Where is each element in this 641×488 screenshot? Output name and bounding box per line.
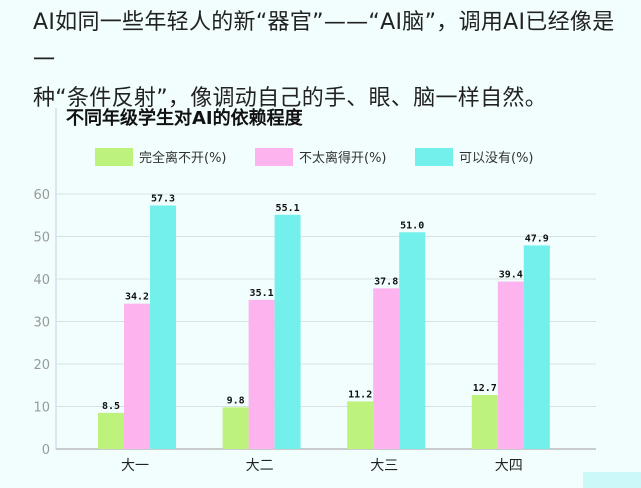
data-label: 35.1 (250, 288, 274, 299)
legend: 完全离不开(%) 不太离得开(%) 可以没有(%) (95, 148, 534, 166)
data-label: 57.3 (151, 193, 175, 204)
bar (98, 412, 124, 449)
bar (124, 303, 150, 449)
x-tick-label: 大四 (495, 458, 523, 474)
y-tick-label: 20 (33, 358, 50, 373)
y-tick-label: 60 (33, 188, 50, 203)
data-label: 11.2 (348, 389, 372, 400)
data-label: 9.8 (227, 395, 245, 406)
bar (523, 245, 550, 449)
y-tick-label: 50 (33, 231, 50, 246)
paragraph-line: 种“条件反射”，像调动自己的手、眼、脑一样自然。 (33, 86, 547, 111)
paragraph-line: AI如同一些年轻人的新“器官”——“AI脑”，调用AI已经像是一 (33, 10, 615, 73)
legend-label: 不太离得开(%) (299, 150, 387, 166)
bar (497, 281, 524, 449)
bar (248, 299, 275, 449)
data-label: 51.0 (400, 220, 424, 231)
decorative-block (583, 472, 641, 488)
bar (274, 214, 301, 449)
bar (399, 232, 426, 449)
y-tick-label: 10 (33, 401, 50, 416)
chart-title: 不同年级学生对AI的依赖程度 (66, 107, 304, 129)
data-label: 8.5 (102, 401, 120, 412)
data-label: 37.8 (374, 276, 398, 287)
x-tick-label: 大二 (246, 458, 274, 474)
x-tick-label: 大一 (121, 458, 149, 474)
bar (150, 205, 176, 449)
x-tick-label: 大三 (370, 458, 398, 474)
bar (347, 401, 374, 449)
legend-swatch (95, 148, 133, 166)
y-tick-label: 40 (33, 273, 50, 288)
bar (373, 288, 400, 449)
data-label: 55.1 (276, 203, 300, 214)
intro-paragraph: AI如同一些年轻人的新“器官”——“AI脑”，调用AI已经像是一 种“条件反射”… (33, 4, 623, 118)
legend-swatch (415, 148, 453, 166)
legend-swatch (255, 148, 293, 166)
data-label: 47.9 (525, 233, 549, 244)
bar (222, 407, 249, 449)
bar (471, 395, 498, 449)
data-label: 34.2 (125, 292, 149, 303)
legend-label: 可以没有(%) (459, 151, 534, 166)
legend-label: 完全离不开(%) (139, 150, 227, 166)
y-tick-label: 30 (33, 316, 50, 331)
data-label: 12.7 (473, 383, 497, 394)
y-tick-label: 0 (42, 443, 50, 458)
data-label: 39.4 (499, 270, 523, 281)
